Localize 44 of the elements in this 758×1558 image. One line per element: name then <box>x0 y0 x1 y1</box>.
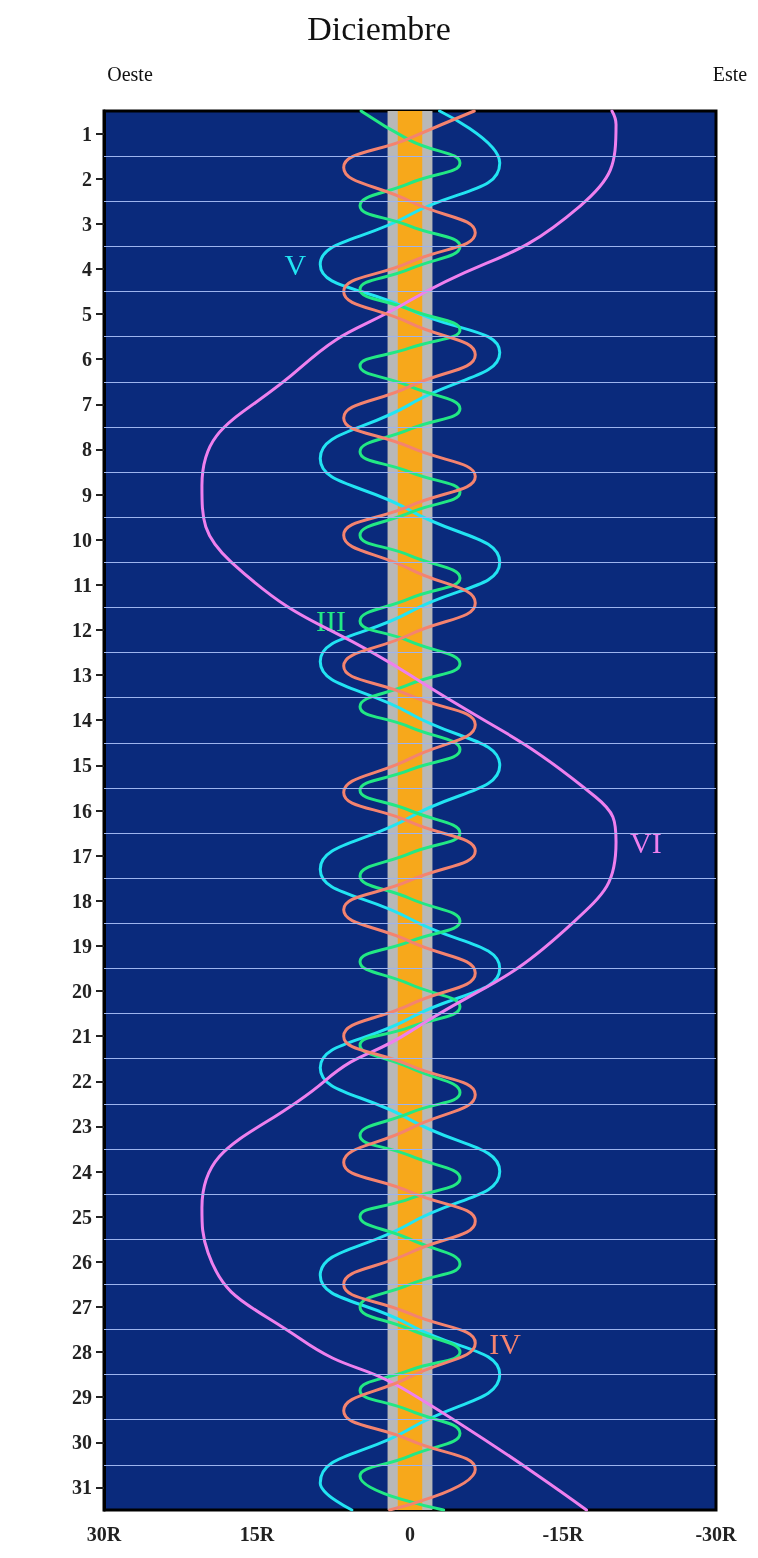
y-tick-label: 31 <box>72 1476 92 1499</box>
y-tick-label: 15 <box>72 754 92 777</box>
y-tick-label: 30 <box>72 1431 92 1454</box>
y-tick-label: 9 <box>82 483 92 506</box>
x-tick-label: -15R <box>542 1523 585 1545</box>
y-tick-label: 24 <box>72 1160 92 1183</box>
x-tick-label: -30R <box>695 1523 738 1545</box>
series-label: V <box>284 247 307 281</box>
y-tick-label: 19 <box>72 934 92 957</box>
y-tick-label: 4 <box>82 257 92 280</box>
x-tick-label: 30R <box>86 1523 122 1545</box>
y-tick-label: 27 <box>72 1295 92 1318</box>
y-tick-label: 12 <box>72 618 92 641</box>
y-tick-label: 3 <box>82 212 92 235</box>
y-tick-label: 14 <box>72 709 92 732</box>
y-tick-label: 20 <box>72 980 92 1003</box>
y-tick-label: 13 <box>72 664 92 687</box>
y-tick-label: 18 <box>72 889 92 912</box>
text: Este <box>712 63 748 85</box>
y-tick-label: 2 <box>82 167 92 190</box>
text: Oeste <box>107 63 153 85</box>
y-tick-label: 22 <box>72 1070 92 1093</box>
y-tick-label: 21 <box>72 1025 92 1048</box>
line-series <box>358 109 462 1512</box>
y-tick-label: 29 <box>72 1386 92 1409</box>
y-tick-label: 6 <box>82 348 92 371</box>
y-tick-label: 5 <box>82 303 92 326</box>
y-tick-label: 25 <box>72 1205 92 1228</box>
y-tick-label: 11 <box>73 573 92 596</box>
y-tick-label: 17 <box>72 844 92 867</box>
y-tick-label: 10 <box>72 528 92 551</box>
series-label: VI <box>630 825 662 859</box>
y-tick-label: 28 <box>72 1341 92 1364</box>
y-tick-label: 16 <box>72 799 92 822</box>
chart-title: Diciembre <box>307 9 451 47</box>
x-tick-label: 15R <box>239 1523 275 1545</box>
series-label: IV <box>489 1326 522 1360</box>
line-series <box>200 109 618 1512</box>
y-tick-label: 26 <box>72 1250 92 1273</box>
x-tick-label: 0 <box>405 1523 415 1545</box>
y-tick-label: 7 <box>82 393 92 416</box>
y-tick-label: 8 <box>82 438 92 461</box>
y-tick-label: 23 <box>72 1115 92 1138</box>
y-tick-label: 1 <box>82 122 92 145</box>
